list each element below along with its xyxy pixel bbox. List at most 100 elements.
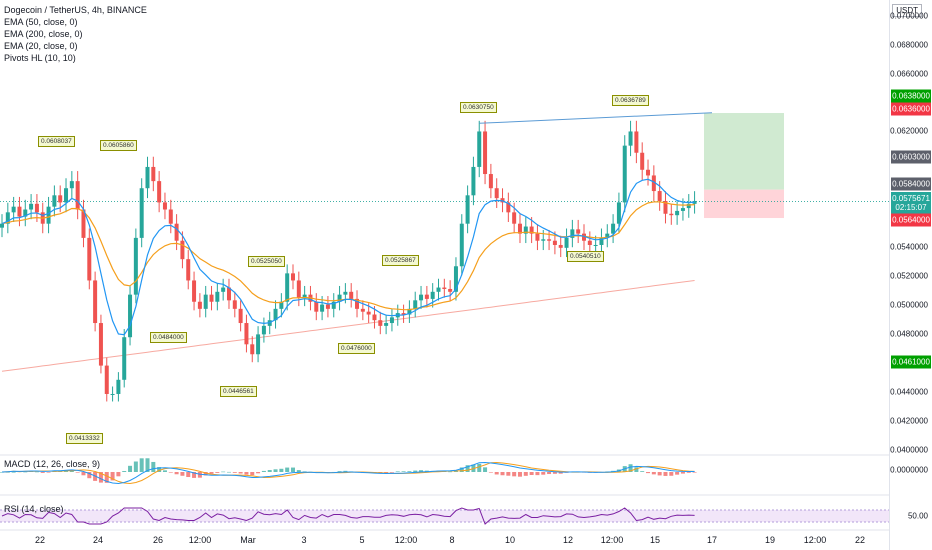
candle-body (151, 166, 156, 182)
macd-histogram-bar (640, 471, 645, 472)
candle-body (564, 237, 569, 248)
candle-body (87, 237, 92, 281)
candle-body (232, 300, 237, 309)
pivot-label: 0.0608037 (38, 136, 75, 147)
macd-histogram-bar (250, 472, 255, 476)
macd-histogram-bar (81, 472, 86, 476)
candle-body (226, 287, 231, 301)
macd-histogram-bar (151, 461, 156, 472)
candle-body (122, 337, 127, 380)
candle-body (320, 304, 325, 312)
indicator-ema200[interactable]: EMA (200, close, 0) (4, 29, 83, 39)
macd-histogram-bar (494, 472, 499, 475)
macd-histogram-bar (0, 472, 4, 473)
candle-body (168, 209, 173, 224)
macd-histogram-bar (500, 472, 505, 476)
macd-histogram-bar (395, 471, 400, 473)
macd-histogram-bar (128, 465, 133, 472)
time-tick: 8 (449, 535, 455, 545)
macd-histogram-bar (657, 472, 662, 476)
indicator-ema50[interactable]: EMA (50, close, 0) (4, 17, 78, 27)
candle-body (593, 244, 598, 246)
macd-histogram-bar (209, 472, 214, 474)
macd-histogram-bar (232, 472, 237, 473)
pivot-label: 0.0605860 (100, 140, 137, 151)
candle-body (209, 294, 214, 302)
candle-body (46, 206, 51, 224)
symbol-title: Dogecoin / TetherUS, 4h, BINANCE (4, 5, 147, 15)
macd-histogram-bar (215, 472, 220, 473)
macd-histogram-bar (197, 472, 202, 478)
macd-histogram-bar (692, 472, 697, 473)
candle-body (477, 131, 482, 167)
macd-histogram-bar (302, 471, 307, 472)
candle-body (675, 210, 680, 216)
rsi-label[interactable]: RSI (14, close) (4, 504, 64, 514)
macd-histogram-bar (401, 471, 406, 472)
indicator-pivots[interactable]: Pivots HL (10, 10) (4, 53, 76, 63)
candle-body (302, 294, 307, 298)
macd-histogram-bar (180, 472, 185, 476)
macd-histogram-bar (40, 472, 45, 473)
macd-histogram-bar (337, 471, 342, 472)
macd-histogram-bar (256, 472, 261, 474)
candle-body (535, 233, 540, 241)
candle-body (128, 294, 133, 338)
candle-body (52, 195, 57, 207)
currency-selector[interactable]: USDT (892, 4, 922, 17)
candle-body (325, 304, 330, 309)
macd-histogram-bar (384, 472, 389, 473)
pivot-label: 0.0525867 (382, 255, 419, 266)
macd-histogram-bar (506, 472, 511, 476)
candle-body (133, 237, 138, 295)
candle-body (541, 239, 546, 241)
entry-upper-badge: 0.0636000 (891, 102, 931, 116)
time-tick: 12 (562, 535, 574, 545)
candle-body (81, 209, 86, 238)
macd-histogram-bar (46, 472, 51, 473)
macd-histogram-bar (483, 467, 488, 472)
candle-body (192, 280, 197, 302)
macd-label[interactable]: MACD (12, 26, close, 9) (4, 459, 101, 469)
macd-histogram-bar (675, 472, 680, 475)
candle-body (98, 323, 103, 366)
candle-body (5, 212, 10, 224)
macd-histogram-bar (110, 472, 115, 481)
bar-countdown: 02:15:07 (895, 203, 927, 212)
macd-histogram-bar (285, 467, 290, 472)
candle-body (669, 213, 674, 216)
macd-histogram-bar (145, 458, 150, 472)
macd-histogram-bar (680, 472, 685, 474)
candle-body (314, 301, 319, 312)
ema200-line (1, 280, 695, 372)
ema20-line (1, 178, 695, 336)
pivot-label: 0.0413332 (66, 433, 103, 444)
macd-histogram-bar (448, 471, 453, 473)
pivot-label: 0.0636789 (612, 95, 649, 106)
candle-body (291, 273, 295, 281)
candle-body (75, 181, 80, 210)
candle-body (372, 314, 377, 321)
candle-body (145, 166, 150, 189)
price-tick: 0.0620000 (890, 126, 928, 136)
candle-body (646, 169, 651, 176)
candle-body (494, 188, 499, 199)
candle-body (343, 291, 348, 295)
candle-body (622, 145, 627, 203)
time-tick: 3 (301, 535, 307, 545)
time-tick: 19 (764, 535, 776, 545)
macd-histogram-bar (459, 467, 464, 472)
chart-legend: Dogecoin / TetherUS, 4h, BINANCE EMA (50… (4, 4, 147, 64)
macd-histogram-bar (279, 468, 284, 472)
candle-body (355, 298, 360, 309)
macd-histogram-bar (133, 461, 138, 472)
candle-body (436, 287, 441, 292)
time-tick: 5 (359, 535, 365, 545)
macd-histogram-bar (558, 472, 563, 474)
macd-histogram-bar (512, 472, 517, 477)
candle-body (680, 208, 685, 211)
indicator-ema20[interactable]: EMA (20, close, 0) (4, 41, 78, 51)
macd-histogram-bar (261, 470, 266, 472)
candle-body (587, 240, 592, 245)
